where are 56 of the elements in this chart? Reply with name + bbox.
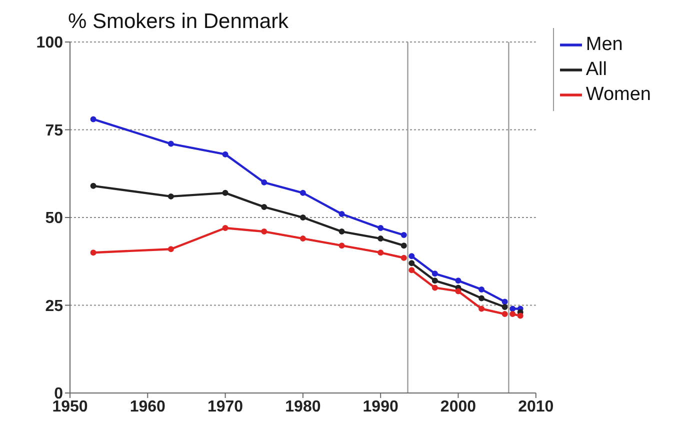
- y-tick-label: 100: [36, 34, 64, 52]
- point: [338, 228, 345, 235]
- y-tick-label: 25: [45, 298, 64, 315]
- point: [408, 267, 415, 274]
- point: [408, 253, 415, 260]
- x-tick-label: 1970: [207, 398, 244, 416]
- point: [400, 232, 407, 238]
- point: [338, 210, 345, 217]
- x-tick-label: 1990: [362, 398, 398, 416]
- point: [90, 182, 96, 189]
- point: [300, 236, 306, 242]
- point: [168, 140, 174, 147]
- point: [455, 278, 462, 284]
- point: [378, 225, 384, 232]
- x-tick-label: 1980: [285, 398, 321, 416]
- point: [502, 311, 508, 318]
- chart-title: % Smokers in Denmark: [68, 10, 290, 33]
- point: [261, 179, 268, 186]
- point: [432, 278, 438, 284]
- y-tick-label: 50: [45, 210, 64, 228]
- point: [168, 193, 174, 200]
- point: [378, 236, 384, 242]
- point: [261, 228, 268, 235]
- point: [432, 284, 438, 291]
- point: [400, 254, 407, 261]
- legend-label: All: [586, 59, 607, 80]
- point: [300, 190, 306, 196]
- point: [261, 204, 268, 210]
- point: [222, 190, 228, 196]
- point: [510, 311, 516, 318]
- point: [478, 306, 485, 312]
- x-tick-label: 1960: [130, 398, 166, 416]
- x-tick-label: 2000: [440, 398, 476, 416]
- point: [378, 250, 384, 256]
- point: [408, 260, 415, 266]
- point: [90, 250, 96, 256]
- legend-label: Men: [586, 34, 623, 55]
- y-tick-label: 75: [45, 122, 64, 140]
- point: [400, 242, 407, 249]
- point: [455, 288, 462, 294]
- point: [222, 151, 228, 158]
- point: [222, 225, 228, 232]
- point: [478, 286, 485, 292]
- point: [432, 270, 438, 277]
- point: [338, 242, 345, 249]
- point: [478, 295, 485, 302]
- point: [510, 306, 516, 312]
- x-tick-label: 2010: [518, 398, 554, 416]
- point: [300, 214, 306, 220]
- point: [168, 246, 174, 252]
- point: [502, 298, 508, 305]
- legend-label: Women: [586, 84, 651, 105]
- point: [90, 116, 96, 122]
- x-tick-label: 1950: [52, 398, 88, 416]
- point: [517, 312, 524, 319]
- point: [502, 304, 508, 310]
